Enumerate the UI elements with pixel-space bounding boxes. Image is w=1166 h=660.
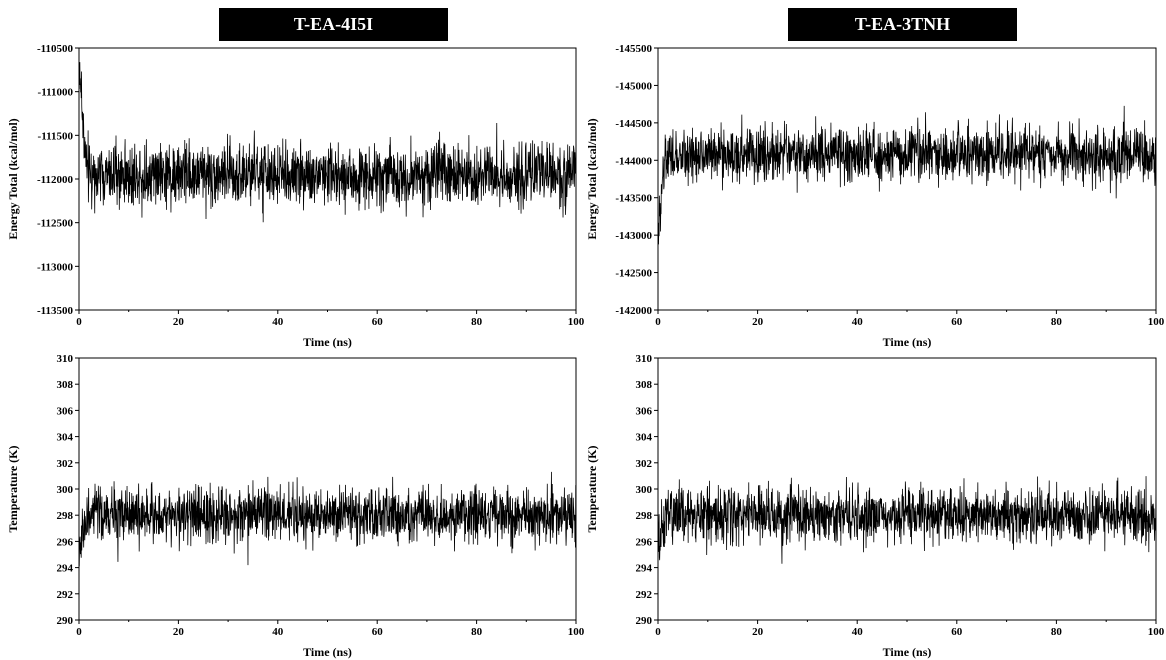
title-banner-left: T-EA-4I5I [219, 8, 448, 41]
y-tick-label: 306 [636, 405, 653, 417]
x-tick-label: 100 [1148, 626, 1165, 638]
y-tick-label: -145000 [615, 80, 652, 92]
y-tick-label: -111000 [38, 87, 74, 99]
chart-panel-p-temp-3tnh: 0 20 40 60 80 100 290 292 294 296 298 300 302 304 306 3… [585, 353, 1165, 659]
x-axis-label: Time (ns) [303, 335, 352, 349]
y-tick-label: 292 [57, 589, 74, 601]
y-tick-label: 308 [57, 379, 74, 391]
x-tick-label: 20 [752, 316, 764, 328]
x-axis-label: Time (ns) [883, 645, 932, 659]
x-tick-label: 100 [568, 316, 585, 328]
y-tick-label: 290 [636, 615, 653, 627]
x-tick-label: 40 [272, 626, 284, 638]
x-tick-label: 100 [568, 626, 585, 638]
series-line [657, 476, 1157, 564]
y-tick-label: -142000 [615, 305, 652, 317]
plot-frame [657, 357, 1157, 621]
y-axis-label: Energy Total (kcal/mol) [6, 118, 20, 239]
y-tick-label: -112500 [37, 218, 74, 230]
y-tick-label: -111500 [38, 130, 74, 142]
chart-panel-p-energy-4i5i: 0 20 40 60 80 100 -113500 -113000 -112500 -112000… [6, 43, 585, 349]
x-tick-label: 0 [76, 316, 82, 328]
x-tick-label: 80 [1051, 626, 1063, 638]
y-axis-label: Temperature (K) [585, 446, 599, 533]
series-line [657, 105, 1157, 245]
y-tick-label: 292 [636, 589, 653, 601]
y-tick-label: -143500 [615, 193, 652, 205]
x-tick-label: 40 [852, 626, 864, 638]
y-tick-label: -113500 [37, 305, 74, 317]
y-tick-label: -143000 [615, 230, 652, 242]
plot-frame [78, 357, 577, 621]
x-tick-label: 80 [1051, 316, 1063, 328]
y-axis-label: Temperature (K) [6, 446, 20, 533]
x-tick-label: 20 [173, 316, 185, 328]
y-tick-label: 310 [57, 353, 74, 365]
x-tick-label: 80 [471, 316, 483, 328]
y-tick-label: -142500 [615, 268, 652, 280]
y-tick-label: 300 [57, 484, 74, 496]
x-tick-label: 20 [173, 626, 185, 638]
y-tick-label: -110500 [37, 43, 74, 55]
y-tick-label: 298 [57, 510, 74, 522]
chart-panel-p-temp-4i5i: 0 20 40 60 80 100 290 292 294 296 298 300 302 304 306 3… [6, 353, 585, 659]
y-tick-label: 298 [636, 510, 653, 522]
y-tick-label: -113000 [37, 261, 74, 273]
y-tick-label: 306 [57, 405, 74, 417]
x-tick-label: 60 [372, 626, 384, 638]
title-banner-right: T-EA-3TNH [788, 8, 1017, 41]
y-tick-label: 296 [57, 536, 74, 548]
x-tick-label: 60 [951, 626, 963, 638]
y-tick-label: -144000 [615, 155, 652, 167]
x-tick-label: 60 [372, 316, 384, 328]
chart-panel-p-energy-3tnh: 0 20 40 60 80 100 -145500 -145000 -144500 -144000… [585, 43, 1165, 349]
x-axis-label: Time (ns) [883, 335, 932, 349]
y-tick-label: 290 [57, 615, 74, 627]
y-tick-label: 294 [57, 563, 74, 575]
y-tick-label: 310 [636, 353, 653, 365]
y-tick-label: 294 [636, 563, 653, 575]
x-tick-label: 40 [852, 316, 864, 328]
y-tick-label: 302 [636, 458, 653, 470]
x-tick-label: 0 [76, 626, 82, 638]
x-tick-label: 80 [471, 626, 483, 638]
y-tick-label: 296 [636, 536, 653, 548]
y-tick-label: -112000 [37, 174, 74, 186]
x-tick-label: 20 [752, 626, 764, 638]
y-tick-label: 304 [636, 432, 653, 444]
y-tick-label: -144500 [615, 118, 652, 130]
y-tick-label: 304 [57, 432, 74, 444]
y-tick-label: 300 [636, 484, 653, 496]
y-tick-label: 308 [636, 379, 653, 391]
x-tick-label: 40 [272, 316, 284, 328]
x-axis-label: Time (ns) [303, 645, 352, 659]
x-tick-label: 60 [951, 316, 963, 328]
series-line [78, 56, 577, 223]
x-tick-label: 0 [655, 626, 661, 638]
y-tick-label: 302 [57, 458, 74, 470]
series-line [78, 471, 577, 567]
y-axis-label: Energy Total (kcal/mol) [585, 118, 599, 239]
x-tick-label: 0 [655, 316, 661, 328]
y-tick-label: -145500 [615, 43, 652, 55]
x-tick-label: 100 [1148, 316, 1165, 328]
